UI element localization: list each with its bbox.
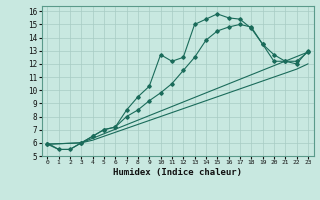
X-axis label: Humidex (Indice chaleur): Humidex (Indice chaleur) xyxy=(113,168,242,177)
